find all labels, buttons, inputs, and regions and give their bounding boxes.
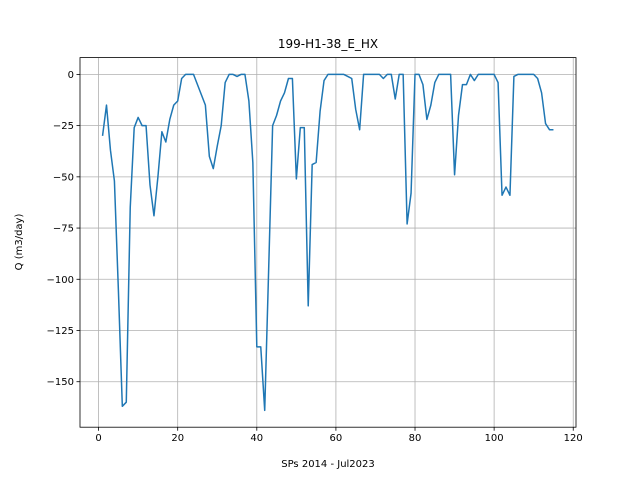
axes-frame: [79, 57, 577, 428]
x-tick-label: 20: [171, 433, 184, 444]
x-tick-label: 40: [250, 433, 263, 444]
y-tick-label: −150: [47, 377, 74, 388]
x-tick-label: 60: [330, 433, 343, 444]
y-tick-label: −125: [47, 326, 74, 337]
y-tick-label: −25: [53, 121, 74, 132]
x-axis-label: SPs 2014 - Jul2023: [281, 459, 375, 470]
x-tick-label: 120: [564, 433, 583, 444]
x-tick-label: 0: [95, 433, 101, 444]
x-tick-label: 100: [485, 433, 504, 444]
x-tick-label: 80: [409, 433, 422, 444]
y-tick-label: −50: [53, 172, 74, 183]
y-tick-label: 0: [68, 70, 74, 81]
y-tick-label: −75: [53, 224, 74, 235]
y-axis-label: Q (m3/day): [14, 214, 25, 271]
chart-title: 199-H1-38_E_HX: [278, 37, 378, 51]
y-tick-label: −100: [47, 275, 74, 286]
data-line: [101, 73, 554, 412]
